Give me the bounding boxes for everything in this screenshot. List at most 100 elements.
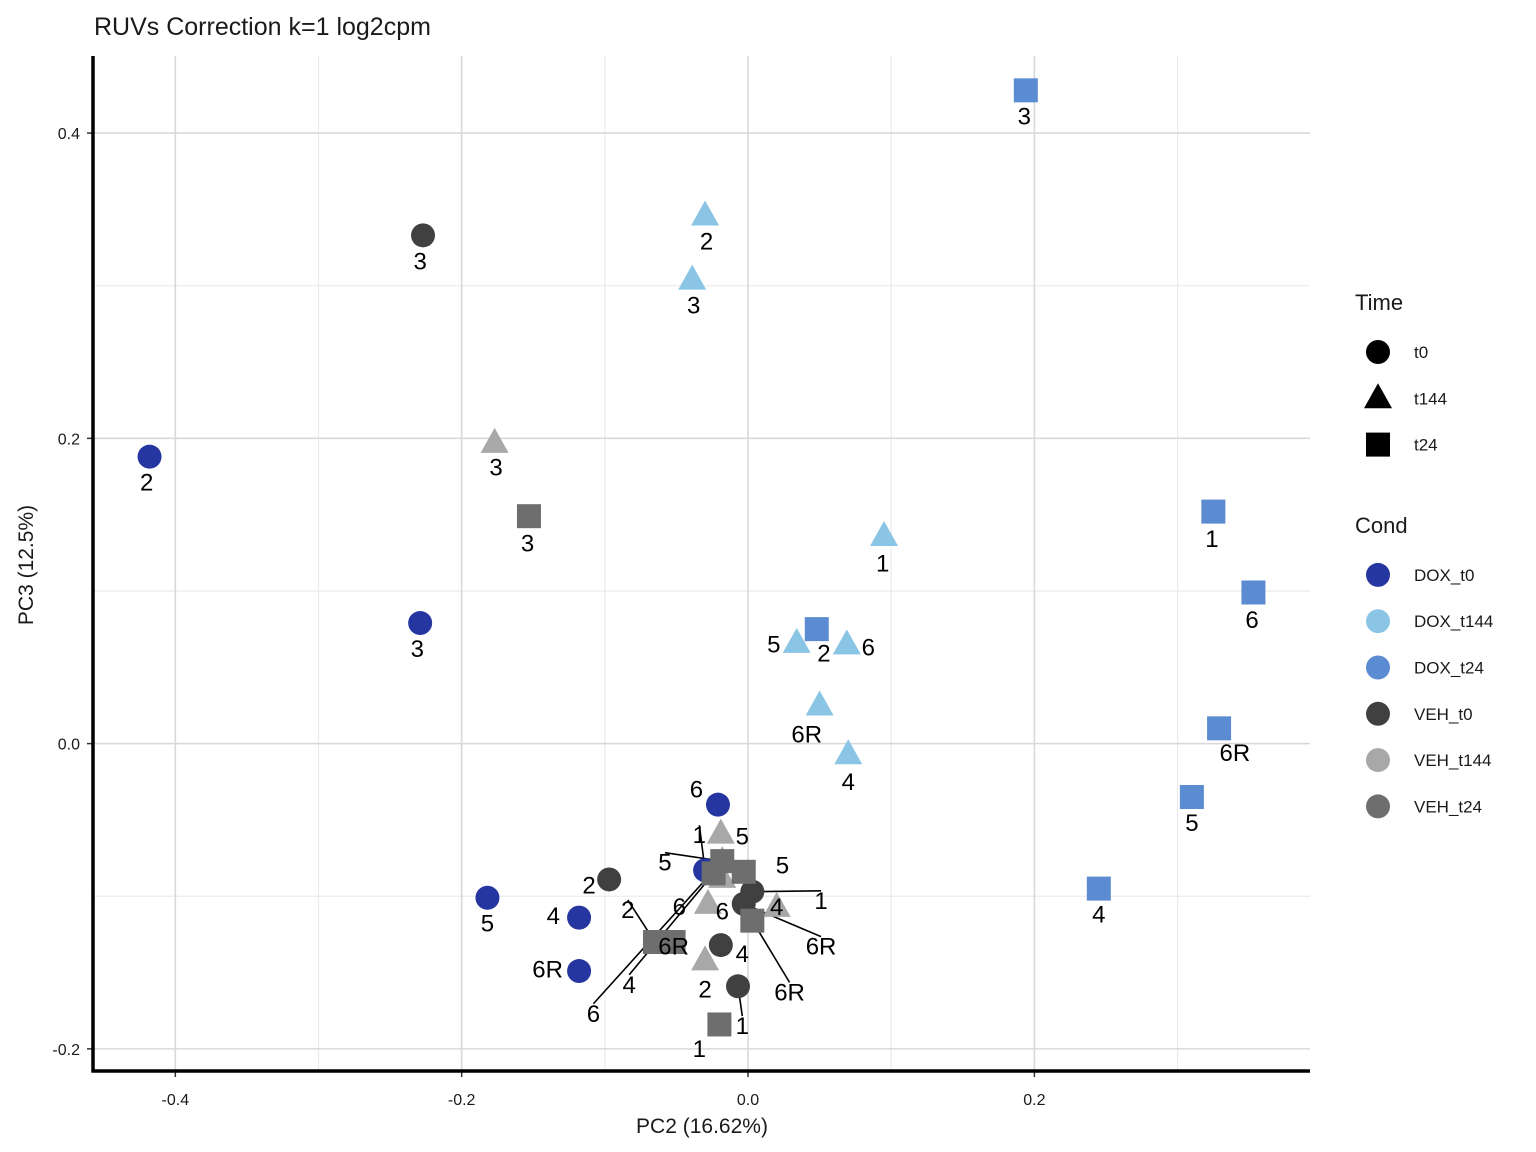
point-DOX_t0-5 xyxy=(475,885,500,910)
legend-label-dox_t24: DOX_t24 xyxy=(1414,659,1484,678)
point-VEH_t144-4 xyxy=(762,891,791,917)
leader-line xyxy=(628,872,715,976)
point-label: 1 xyxy=(1205,526,1218,553)
legend-label-t144: t144 xyxy=(1414,389,1447,408)
point-label: 5 xyxy=(658,850,671,877)
point-DOX_t0-2 xyxy=(137,444,162,469)
legend-label-t0: t0 xyxy=(1414,343,1428,362)
chart-title: RUVs Correction k=1 log2cpm xyxy=(94,13,431,41)
point-label: 6R xyxy=(532,957,563,984)
point-label: 4 xyxy=(1092,902,1105,929)
point-label: 1 xyxy=(814,888,827,915)
y-tick-label: 0.2 xyxy=(58,431,80,448)
x-tick-label: -0.4 xyxy=(162,1092,190,1109)
point-VEH_t144-6 xyxy=(693,888,722,914)
point-label: 1 xyxy=(693,1036,706,1063)
legend-key-t24 xyxy=(1366,432,1390,457)
point-label: 5 xyxy=(767,631,780,658)
legend-label-veh_t144: VEH_t144 xyxy=(1414,751,1492,770)
point-label: 2 xyxy=(700,228,713,255)
legend-key-dox_t144 xyxy=(1366,609,1390,634)
point-VEH_t0-2 xyxy=(597,867,622,892)
legend-title-cond: Cond xyxy=(1355,513,1408,538)
point-label: 2 xyxy=(140,470,153,497)
point-label: 5 xyxy=(1185,810,1198,837)
point-label: 4 xyxy=(770,894,783,921)
point-label: 6R xyxy=(806,934,837,961)
point-DOX_t144-1 xyxy=(870,521,899,547)
point-label: 3 xyxy=(1018,103,1031,130)
y-tick-label: 0.0 xyxy=(58,737,80,754)
point-VEH_t0-1 xyxy=(726,974,751,999)
x-tick-label: -0.2 xyxy=(448,1092,476,1109)
point-label: 1 xyxy=(736,1013,749,1040)
point-DOX_t0-6R xyxy=(567,959,592,984)
point-label: 5 xyxy=(736,824,749,851)
point-DOX_t144-5 xyxy=(782,627,811,653)
legend-title-time: Time xyxy=(1355,290,1403,315)
data-points xyxy=(137,78,1266,1037)
point-label: 5 xyxy=(776,853,789,880)
point-label: 4 xyxy=(547,903,560,930)
legend-key-dox_t0 xyxy=(1366,562,1390,587)
point-label: 6 xyxy=(690,776,703,803)
x-tick-label: 0.2 xyxy=(1023,1092,1045,1109)
legend-key-veh_t0 xyxy=(1366,701,1390,726)
point-VEH_t0-4 xyxy=(708,933,733,958)
legend-key-t0 xyxy=(1366,340,1390,364)
point-VEH_t144-5 xyxy=(706,818,735,844)
legend-key-veh_t24 xyxy=(1366,794,1390,819)
x-tick-label: 0.0 xyxy=(737,1092,759,1109)
point-DOX_t0-6 xyxy=(705,792,730,817)
point-DOX_t24-6 xyxy=(1241,580,1266,605)
x-axis-title: PC2 (16.62%) xyxy=(636,1115,768,1138)
point-label: 2 xyxy=(582,873,595,900)
point-label: 6R xyxy=(774,979,805,1006)
legend-key-dox_t24 xyxy=(1366,655,1390,680)
point-DOX_t144-3 xyxy=(678,264,707,290)
point-VEH_t24-6R xyxy=(661,930,686,955)
legend-label-dox_t144: DOX_t144 xyxy=(1414,612,1493,631)
point-label: 6R xyxy=(791,721,822,748)
legend-label-dox_t0: DOX_t0 xyxy=(1414,566,1474,585)
point-DOX_t144-4 xyxy=(834,739,863,765)
legend-label-veh_t24: VEH_t24 xyxy=(1414,797,1482,816)
point-DOX_t24-1 xyxy=(1201,499,1226,524)
point-label: 6R xyxy=(1219,740,1250,767)
point-label: 4 xyxy=(623,972,636,999)
point-label: 3 xyxy=(521,531,534,558)
point-label: 6R xyxy=(658,934,689,961)
point-label: 4 xyxy=(736,941,749,968)
point-label: 3 xyxy=(413,248,426,275)
point-DOX_t144-2 xyxy=(691,200,720,226)
point-DOX_t24-2 xyxy=(804,617,829,642)
point-label: 6 xyxy=(673,894,686,921)
point-label: 3 xyxy=(489,454,502,481)
legend-label-t24: t24 xyxy=(1414,436,1438,455)
y-tick-label: -0.2 xyxy=(52,1042,80,1059)
y-axis-title: PC3 (12.5%) xyxy=(15,505,38,625)
point-DOX_t24-4 xyxy=(1086,876,1111,901)
point-label: 3 xyxy=(411,636,424,663)
y-tick-label: 0.4 xyxy=(58,126,80,143)
legend-key-veh_t144 xyxy=(1366,748,1390,773)
point-label: 2 xyxy=(817,641,830,668)
point-label: 4 xyxy=(842,769,855,796)
point-VEH_t144-2 xyxy=(691,945,720,971)
point-label: 1 xyxy=(693,822,706,849)
point-label: 6 xyxy=(587,1001,600,1028)
point-DOX_t24-6R xyxy=(1207,716,1232,741)
point-DOX_t144-6 xyxy=(832,629,861,655)
gridlines xyxy=(93,56,1310,1071)
point-label: 2 xyxy=(621,897,634,924)
point-label: 6 xyxy=(862,634,875,661)
point-VEH_t24-1 xyxy=(707,1012,732,1037)
point-VEH_t24-5 xyxy=(731,859,756,884)
point-VEH_t24-3 xyxy=(516,504,541,529)
point-DOX_t24-3 xyxy=(1013,78,1038,103)
point-label: 6 xyxy=(716,899,729,926)
point-label: 6 xyxy=(1245,607,1258,634)
axes: -0.4 -0.2 0.0 0.2 -0.2 0.0 0.2 0.4 xyxy=(52,56,1310,1109)
